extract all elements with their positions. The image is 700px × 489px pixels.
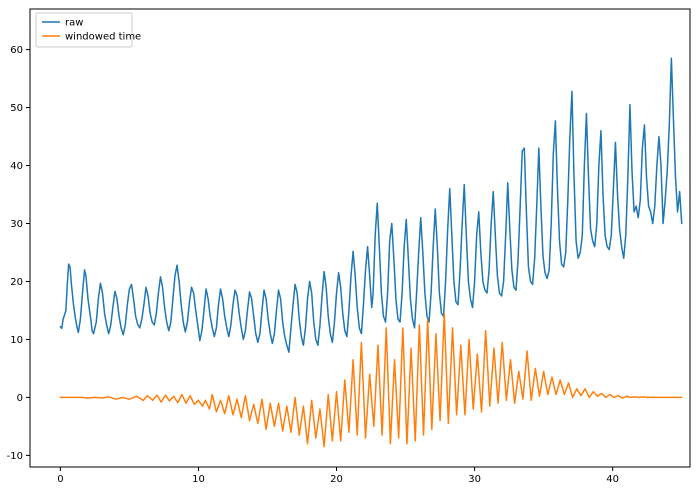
series-layer	[59, 57, 683, 448]
x-tick-label: 10	[192, 474, 205, 485]
y-tick-label: 40	[10, 161, 23, 172]
y-tick-label: 30	[10, 219, 23, 230]
y-tick-label: 60	[10, 45, 23, 56]
x-tick-label: 40	[606, 474, 619, 485]
legend-label: raw	[65, 18, 83, 29]
axes-frame	[29, 8, 691, 468]
x-tick-label: 30	[468, 474, 481, 485]
x-tick-label: 20	[330, 474, 343, 485]
axis-layer: 0 10 20 30 40 -10 0 10 20 30 40 50 60	[7, 8, 691, 485]
x-tick-label: 0	[57, 474, 63, 485]
y-tick-label: 50	[10, 103, 23, 114]
y-tick-label: -10	[7, 451, 23, 462]
y-tick-label: 20	[10, 277, 23, 288]
plot-area	[30, 9, 690, 467]
y-tick-label: 0	[17, 393, 23, 404]
legend: raw windowed time	[35, 12, 141, 48]
y-tick-label: 10	[10, 335, 23, 346]
series-line-windowed-time	[59, 312, 683, 448]
legend-label: windowed time	[65, 32, 141, 43]
series-line-raw	[59, 57, 683, 353]
